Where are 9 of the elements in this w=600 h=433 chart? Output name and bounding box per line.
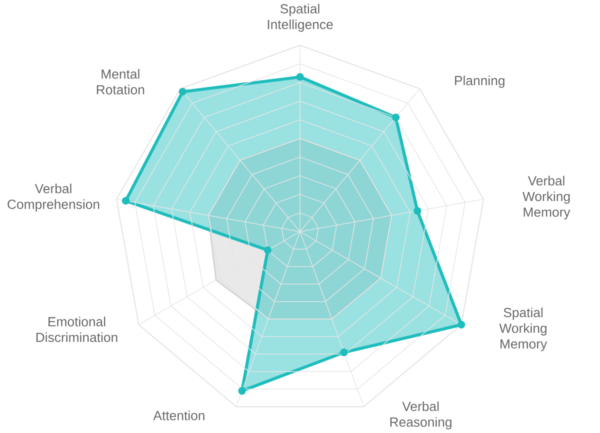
spoke-label: Emotional Discrimination xyxy=(36,316,118,342)
spoke-label: Planning xyxy=(455,75,504,88)
spoke-label: Spatial Working Memory xyxy=(499,307,548,352)
spoke-label: Spatial Intelligence xyxy=(268,4,333,32)
spoke-label: Mental Rotation xyxy=(96,68,144,94)
spoke-label: Verbal Working Memory xyxy=(522,176,570,220)
spoke-label: Verbal Reasoning xyxy=(390,401,452,430)
spoke-label: Attention xyxy=(153,410,204,420)
spoke-label: Verbal Comprehension xyxy=(8,184,100,212)
